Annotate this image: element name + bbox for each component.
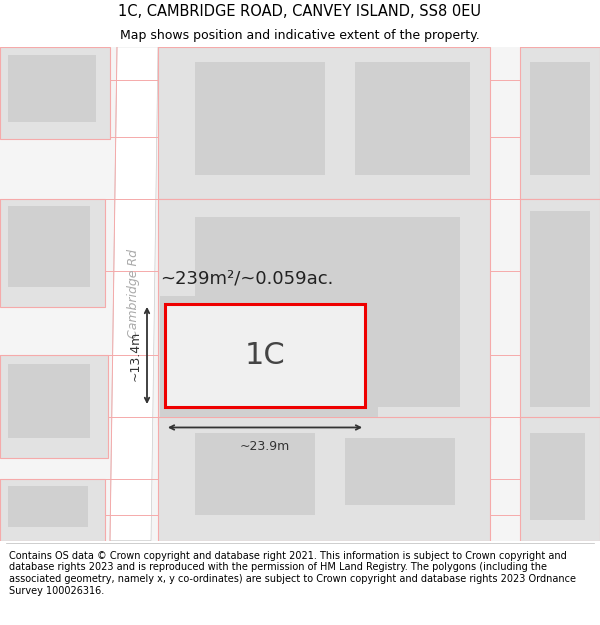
Bar xyxy=(195,432,315,515)
Text: ~239m²/~0.059ac.: ~239m²/~0.059ac. xyxy=(160,269,334,288)
Bar xyxy=(520,47,600,199)
Bar xyxy=(345,438,455,504)
Bar xyxy=(158,418,490,541)
Bar xyxy=(195,62,325,176)
Text: 1C: 1C xyxy=(245,341,286,370)
Text: ~23.9m: ~23.9m xyxy=(240,440,290,453)
Bar xyxy=(0,356,108,458)
Bar xyxy=(158,199,490,426)
Bar xyxy=(0,199,105,307)
Bar xyxy=(165,304,365,407)
Bar xyxy=(355,62,470,176)
Bar xyxy=(530,211,590,407)
Bar xyxy=(160,296,378,417)
Bar xyxy=(8,206,90,286)
Bar xyxy=(520,199,600,426)
Bar xyxy=(158,47,490,199)
Bar xyxy=(8,55,96,122)
Bar xyxy=(530,62,590,176)
Bar xyxy=(195,217,460,407)
Bar xyxy=(8,486,88,528)
Text: Cambridge Rd: Cambridge Rd xyxy=(128,249,140,338)
Bar xyxy=(8,364,90,438)
Bar xyxy=(520,418,600,541)
Bar xyxy=(0,47,110,139)
Bar xyxy=(530,432,585,520)
Bar xyxy=(0,479,105,541)
Text: 1C, CAMBRIDGE ROAD, CANVEY ISLAND, SS8 0EU: 1C, CAMBRIDGE ROAD, CANVEY ISLAND, SS8 0… xyxy=(119,4,482,19)
Text: Contains OS data © Crown copyright and database right 2021. This information is : Contains OS data © Crown copyright and d… xyxy=(9,551,576,596)
Text: Map shows position and indicative extent of the property.: Map shows position and indicative extent… xyxy=(120,29,480,42)
Polygon shape xyxy=(110,47,158,541)
Text: ~13.4m: ~13.4m xyxy=(129,331,142,381)
